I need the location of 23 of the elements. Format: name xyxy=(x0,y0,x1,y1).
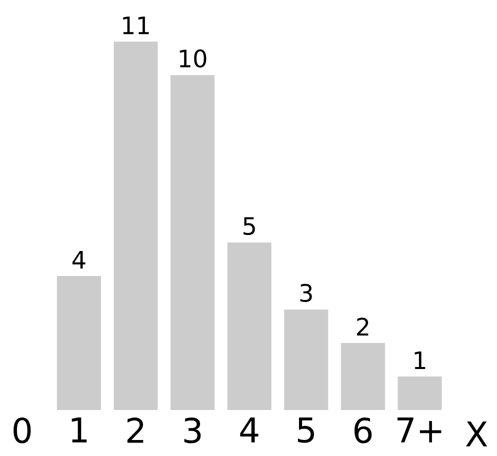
bar xyxy=(284,310,328,410)
bar xyxy=(340,343,385,410)
x-axis-title: X xyxy=(466,422,488,446)
bar xyxy=(398,376,442,410)
x-tick-label: 0 xyxy=(14,418,31,444)
x-tick-label: 7+ xyxy=(397,418,442,442)
x-tick-label: 5 xyxy=(298,418,314,443)
bar xyxy=(114,42,158,410)
data-label: 11 xyxy=(123,16,149,34)
data-label: 3 xyxy=(300,284,312,302)
data-label: 2 xyxy=(357,318,368,336)
bar xyxy=(227,242,272,410)
data-label: 4 xyxy=(72,251,86,269)
x-tick-label: 6 xyxy=(354,418,372,444)
x-tick-label: 1 xyxy=(72,418,87,442)
x-tick-label: 3 xyxy=(184,418,201,444)
data-label: 1 xyxy=(414,351,426,369)
x-tick-label: 4 xyxy=(240,418,258,442)
bar xyxy=(56,276,101,410)
data-label: 5 xyxy=(244,217,255,236)
x-tick-label: 2 xyxy=(127,418,144,443)
bar xyxy=(170,75,215,410)
data-label: 10 xyxy=(180,49,206,68)
